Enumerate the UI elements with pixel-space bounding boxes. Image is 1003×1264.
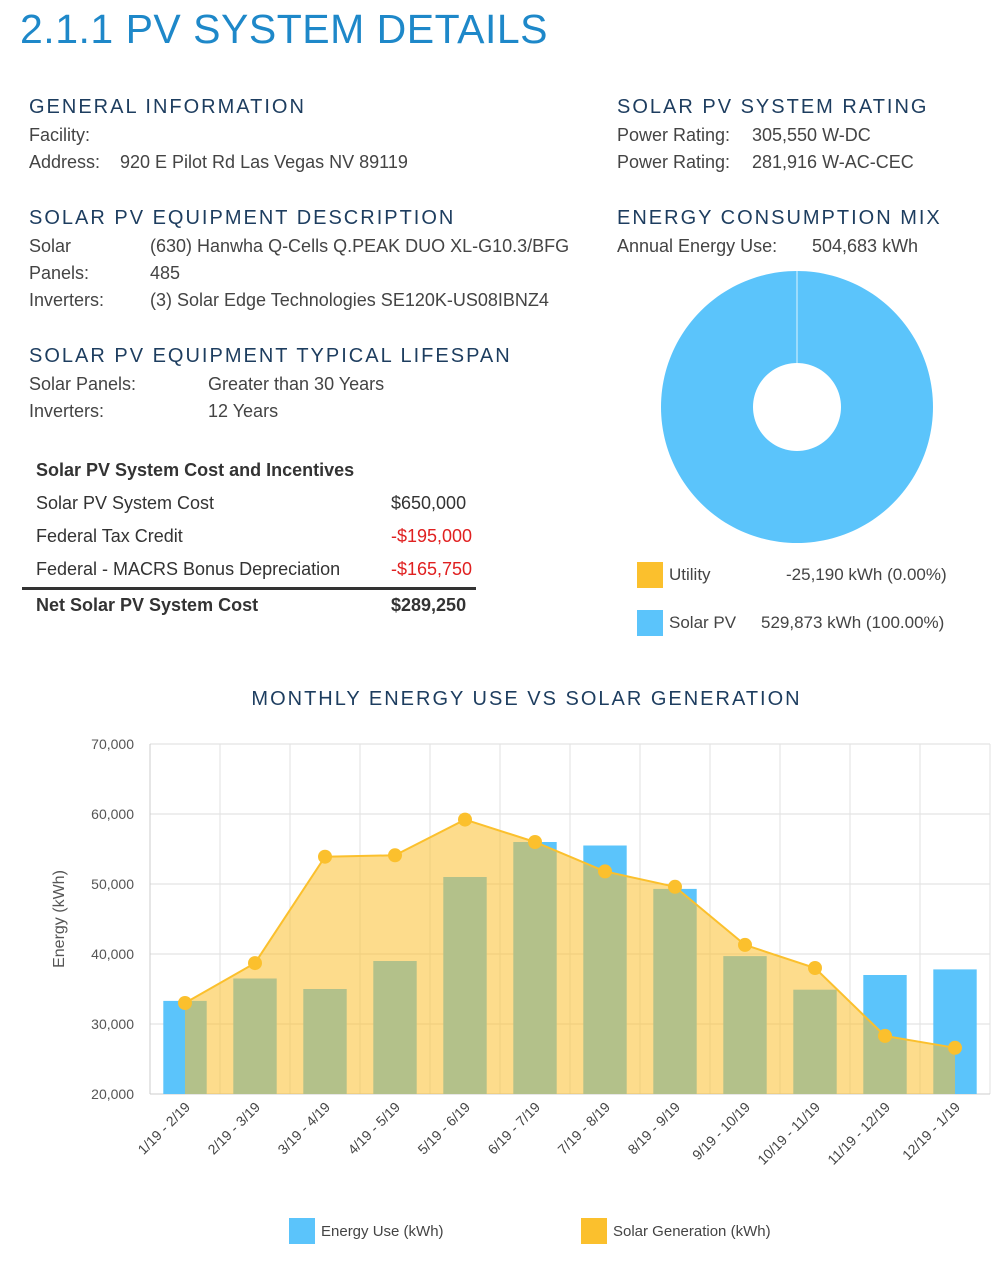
solar-generation-point <box>738 937 752 952</box>
solar-generation-point <box>178 996 192 1010</box>
cost-row-label: Federal Tax Credit <box>36 526 183 546</box>
solar-generation-point <box>598 864 612 879</box>
x-tick-label: 7/19 - 8/19 <box>554 1099 613 1158</box>
energy-use-legend-swatch <box>289 1218 315 1244</box>
x-tick-label: 1/19 - 2/19 <box>134 1099 193 1158</box>
utility-legend-value: -25,190 kWh (0.00%) <box>786 565 947 584</box>
cost-row-value: -$195,000 <box>391 526 473 546</box>
ac-rating-value: 281,916 W-AC-CEC <box>752 152 914 172</box>
lifespan-heading: SOLAR PV EQUIPMENT TYPICAL LIFESPAN <box>29 345 512 367</box>
consumption-donut-chart <box>660 271 933 543</box>
solar-generation-point <box>668 879 682 894</box>
x-tick-label: 10/19 - 11/19 <box>754 1099 823 1168</box>
inverters-label: Inverters: <box>29 290 105 310</box>
cost-table-heading: Solar PV System Cost and Incentives <box>36 460 355 480</box>
solar-generation-area <box>185 819 955 1094</box>
consumption-mix-heading: ENERGY CONSUMPTION MIX <box>617 207 942 229</box>
solar-generation-point <box>248 956 262 971</box>
address-label: Address: <box>29 152 101 172</box>
solar-generation-legend-swatch <box>581 1218 607 1244</box>
net-cost-label: Net Solar PV System Cost <box>36 595 259 615</box>
ac-rating-label: Power Rating: <box>617 152 731 172</box>
inverters-model: (3) Solar Edge Technologies SE120K-US08I… <box>150 290 549 310</box>
lifespan-inverters-label: Inverters: <box>29 401 105 421</box>
general-information-heading: GENERAL INFORMATION <box>29 96 306 118</box>
annual-use-label: Annual Energy Use: <box>617 236 778 256</box>
y-tick-label: 70,000 <box>91 736 134 752</box>
y-tick-label: 40,000 <box>91 946 134 962</box>
solar-generation-point <box>808 961 822 975</box>
cost-row-label: Solar PV System Cost <box>36 493 215 513</box>
solar-pv-legend-label: Solar PV <box>669 613 737 632</box>
solar-generation-point <box>318 849 332 864</box>
dc-rating-value: 305,550 W-DC <box>752 125 871 145</box>
page-title: 2.1.1 PV SYSTEM DETAILS <box>20 6 548 52</box>
y-tick-label: 60,000 <box>91 806 134 822</box>
y-axis-label: Energy (kWh) <box>51 870 68 968</box>
x-tick-label: 2/19 - 3/19 <box>204 1099 263 1158</box>
solar-generation-point <box>528 835 542 849</box>
lifespan-panels-value: Greater than 30 Years <box>208 374 385 394</box>
solar-generation-line <box>184 818 956 1049</box>
solar-label: Solar <box>29 236 72 256</box>
equipment-description-heading: SOLAR PV EQUIPMENT DESCRIPTION <box>29 207 456 229</box>
solar-pv-slice <box>660 271 933 543</box>
x-tick-label: 5/19 - 6/19 <box>414 1099 473 1158</box>
solar-pv-legend-swatch <box>637 610 663 636</box>
x-tick-label: 11/19 - 12/19 <box>824 1099 893 1168</box>
monthly-chart-title: MONTHLY ENERGY USE VS SOLAR GENERATION <box>251 688 802 710</box>
cost-row-value: -$165,750 <box>391 559 473 579</box>
x-tick-label: 4/19 - 5/19 <box>344 1099 403 1158</box>
cost-row-value: $650,000 <box>391 493 467 513</box>
net-cost-value: $289,250 <box>391 595 467 615</box>
utility-legend-label: Utility <box>669 565 711 584</box>
solar-generation-point <box>388 848 402 863</box>
solar-generation-point <box>948 1040 962 1055</box>
x-tick-label: 8/19 - 9/19 <box>624 1099 683 1158</box>
x-tick-label: 12/19 - 1/19 <box>899 1099 963 1163</box>
monthly-energy-chart: 20,000 30,000 40,000 50,000 60,000 70,000 Ener… <box>51 736 991 1168</box>
panels-count: 485 <box>150 263 181 283</box>
y-tick-label: 30,000 <box>91 1016 134 1032</box>
x-tick-label: 3/19 - 4/19 <box>274 1099 333 1158</box>
address-value: 920 E Pilot Rd Las Vegas NV 89119 <box>120 152 408 172</box>
lifespan-panels-label: Solar Panels: <box>29 374 137 394</box>
utility-legend-swatch <box>637 562 663 588</box>
solar-generation-point <box>458 812 472 827</box>
solar-panel-model: (630) Hanwha Q-Cells Q.PEAK DUO XL-G10.3… <box>150 236 570 256</box>
dc-rating-label: Power Rating: <box>617 125 731 145</box>
cost-row-label: Federal - MACRS Bonus Depreciation <box>36 559 341 579</box>
system-rating-heading: SOLAR PV SYSTEM RATING <box>617 96 929 118</box>
facility-label: Facility: <box>29 125 91 145</box>
solar-generation-legend-label: Solar Generation (kWh) <box>613 1223 771 1240</box>
panels-label: Panels: <box>29 263 90 283</box>
annual-use-value: 504,683 kWh <box>812 236 919 256</box>
x-tick-label: 9/19 - 10/19 <box>689 1099 753 1163</box>
lifespan-inverters-value: 12 Years <box>208 401 279 421</box>
solar-generation-point <box>878 1028 892 1043</box>
cost-table-divider <box>22 587 476 590</box>
energy-use-legend-label: Energy Use (kWh) <box>321 1223 444 1240</box>
solar-pv-legend-value: 529,873 kWh (100.00%) <box>761 613 945 632</box>
x-tick-label: 6/19 - 7/19 <box>484 1099 543 1158</box>
y-tick-label: 20,000 <box>91 1086 134 1102</box>
y-tick-label: 50,000 <box>91 876 134 892</box>
